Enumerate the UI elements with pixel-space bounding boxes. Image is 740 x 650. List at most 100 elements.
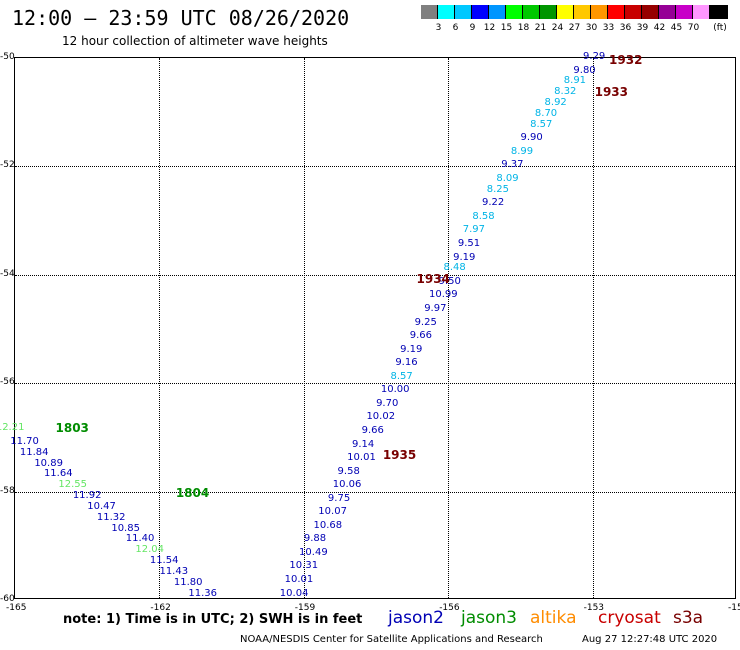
wave-height-point: 9.25 <box>414 316 437 328</box>
wave-height-point: 10.07 <box>318 506 347 518</box>
wave-height-point: 10.06 <box>332 479 362 491</box>
legend-label: 9 <box>469 23 476 33</box>
wave-height-point: 9.66 <box>409 330 433 342</box>
wave-height-point: 9.97 <box>424 303 447 315</box>
pass-number-label: 1932 <box>609 52 643 67</box>
wave-height-point: 9.19 <box>453 251 476 263</box>
wave-height-point: 9.14 <box>352 438 375 450</box>
page-title: 12:00 – 23:59 UTC 08/26/2020 <box>12 6 350 30</box>
legend-swatch <box>455 5 472 19</box>
legend-label: 45 <box>670 23 683 33</box>
legend-swatch <box>676 5 693 19</box>
legend-swatch <box>540 5 557 19</box>
legend-swatch <box>625 5 642 19</box>
wave-height-point: 8.99 <box>510 145 534 157</box>
sat-label-cryosat: cryosat <box>598 608 661 628</box>
x-tick-label: -156 <box>439 603 460 613</box>
legend-label: 36 <box>619 23 632 33</box>
legend-swatch <box>523 5 540 19</box>
wave-height-point: 8.57 <box>390 370 413 382</box>
wave-height-point: 10.04 <box>279 587 309 599</box>
grid-line-horizontal <box>15 166 735 168</box>
grid-line-horizontal <box>15 383 735 385</box>
legend-label: 39 <box>636 23 649 33</box>
wave-height-point: 8.09 <box>496 172 519 184</box>
legend-label: 30 <box>585 23 598 33</box>
wave-height-point: 12.04 <box>135 544 165 556</box>
wave-height-point: 10.99 <box>429 289 458 301</box>
generated-timestamp: Aug 27 12:27:48 UTC 2020 <box>582 634 718 645</box>
legend-swatch <box>642 5 659 19</box>
legend-label: 33 <box>602 23 615 33</box>
y-tick-label: -50 <box>0 52 15 62</box>
grid-line-horizontal <box>15 491 735 493</box>
sat-label-jason2: jason2 <box>388 608 444 628</box>
grid-line-vertical <box>592 58 594 598</box>
pass-number-label: 1935 <box>382 448 417 463</box>
wave-height-point: 10.01 <box>284 574 314 586</box>
wave-height-point: 8.70 <box>534 107 558 119</box>
legend-swatch <box>591 5 608 19</box>
x-tick-label: -159 <box>294 603 316 613</box>
y-tick-label: -54 <box>0 268 15 279</box>
wave-height-point: 8.32 <box>554 86 577 98</box>
legend-label: 3 <box>435 23 442 33</box>
legend-swatch <box>438 5 455 19</box>
legend-label: 21 <box>534 23 547 33</box>
wave-height-point: 11.54 <box>149 555 179 567</box>
wave-height-point: 10.49 <box>299 546 328 558</box>
wave-height-point: 9.58 <box>337 465 360 477</box>
wave-height-point: 9.80 <box>573 64 596 76</box>
wave-height-point: 11.43 <box>159 565 189 577</box>
x-tick-label: -165 <box>6 603 27 613</box>
wave-height-point: 11.92 <box>72 490 102 502</box>
wave-height-point: 10.89 <box>34 457 63 469</box>
legend-label: 70 <box>687 23 700 33</box>
wave-height-point: 9.90 <box>520 132 543 144</box>
wave-height-point: 8.57 <box>530 118 553 130</box>
page-subtitle: 12 hour collection of altimeter wave hei… <box>62 34 328 48</box>
legend-swatch <box>472 5 489 19</box>
legend-swatch <box>710 5 727 19</box>
wave-height-point: 11.40 <box>125 533 155 545</box>
wave-height-point: 12.55 <box>58 479 88 491</box>
wave-height-point: 11.70 <box>10 435 39 447</box>
legend-swatch <box>489 5 506 19</box>
wave-height-point: 10.00 <box>380 384 410 396</box>
wave-height-point: 9.16 <box>395 357 418 369</box>
wave-height-point: 9.70 <box>376 397 399 409</box>
wave-height-point: 11.84 <box>19 446 49 458</box>
wave-height-point: 12.21 <box>0 422 25 434</box>
legend-swatch <box>421 5 438 19</box>
wave-height-point: 10.31 <box>289 560 319 572</box>
wave-height-point: 9.22 <box>481 197 505 209</box>
grid-line-vertical <box>448 58 450 598</box>
x-tick-label: -153 <box>583 603 605 613</box>
legend-swatch <box>506 5 523 19</box>
x-tick-label: -162 <box>150 603 171 613</box>
wave-height-point: 9.88 <box>303 533 327 545</box>
wave-height-point: 8.92 <box>544 97 567 109</box>
wave-height-point: 9.75 <box>327 492 351 504</box>
wave-height-point: 9.51 <box>457 237 481 249</box>
legend-label: 15 <box>500 23 513 33</box>
grid-line-vertical <box>303 58 305 598</box>
wave-height-point: 7.97 <box>462 224 485 236</box>
legend-label: 12 <box>483 23 496 33</box>
legend-swatch <box>693 5 710 19</box>
wave-height-point: 10.68 <box>313 519 343 531</box>
legend-unit: (ft) <box>713 23 727 33</box>
legend-label: 24 <box>551 23 564 33</box>
wave-height-point: 10.01 <box>347 452 376 464</box>
sat-label-jason3: jason3 <box>461 608 517 628</box>
wave-height-point: 9.19 <box>400 343 423 355</box>
legend-label: 27 <box>568 23 581 33</box>
x-tick-label: -150 <box>728 603 740 613</box>
map-plot-area: 9.29 9.80 8.91 8.32 8.92 8.70 8.57 9.90 8.99 9.37… <box>0 51 736 599</box>
wave-height-point: 10.02 <box>366 411 396 423</box>
wave-height-point: 11.32 <box>96 511 126 523</box>
wave-height-point: 9.50 <box>438 275 461 287</box>
sat-label-s3a: s3a <box>673 608 704 628</box>
color-legend: 3 6 9 12 15 18 21 24 27 30 33 36 39 42 45 70 (ft) <box>421 5 728 35</box>
legend-swatch <box>557 5 574 19</box>
